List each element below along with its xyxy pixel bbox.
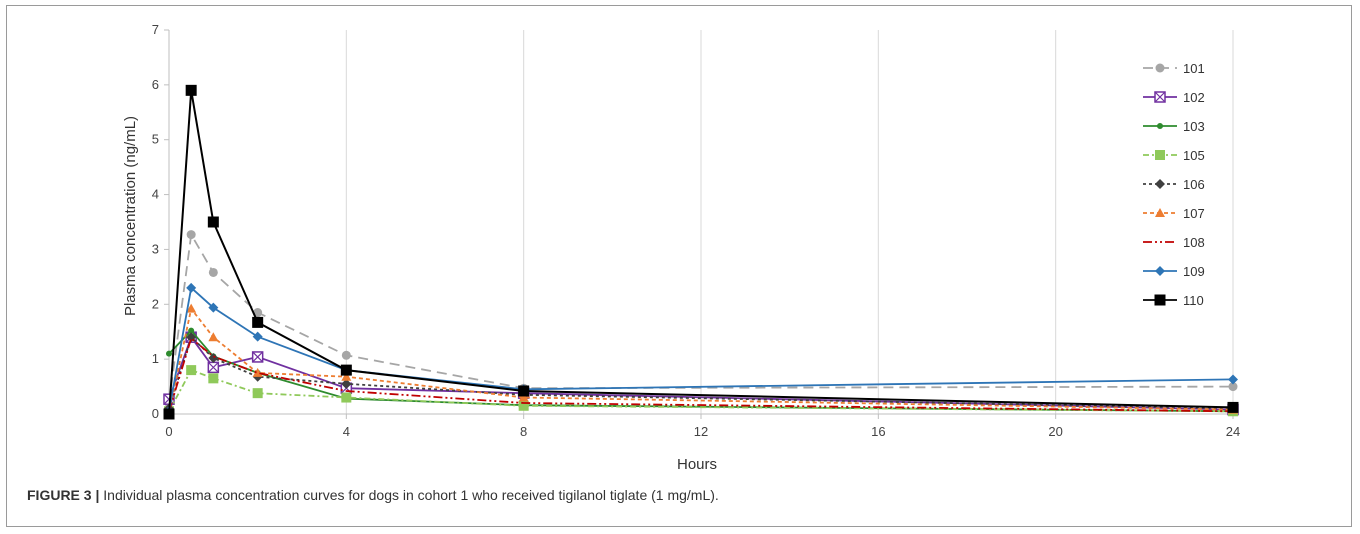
legend-item-103: 103 [1143,119,1205,134]
data-point [207,216,219,228]
y-tick-label: 6 [152,77,159,92]
x-tick-label: 0 [165,424,172,439]
x-tick-label: 20 [1048,424,1062,439]
data-point [186,230,196,240]
x-tick-label: 16 [871,424,885,439]
data-point [1154,294,1166,306]
grid [345,30,1234,414]
data-point-cross [252,351,264,363]
y-tick-label: 2 [152,296,159,311]
y-axis-label: Plasma concentration (ng/mL) [122,116,139,316]
data-point [518,392,529,402]
legend-label: 107 [1183,206,1205,221]
legend-item-107: 107 [1143,206,1205,221]
legend-label: 106 [1183,177,1205,192]
y-tick-label: 1 [152,351,159,366]
x-axis-label: Hours [677,456,717,473]
data-point [1155,63,1165,73]
data-point [252,388,263,399]
series [163,84,1239,420]
x-tick-label: 8 [520,424,527,439]
series-108 [168,336,1234,413]
legend-item-101: 101 [1143,61,1205,76]
figure-caption-text: Individual plasma concentration curves f… [103,487,719,503]
data-point [1228,382,1238,392]
y-tick-label: 3 [152,241,159,256]
figure-caption: FIGURE 3 | Individual plasma concentrati… [27,487,1347,503]
legend-item-105: 105 [1143,148,1205,163]
data-point [186,303,197,313]
data-point [186,282,197,293]
data-point [207,361,220,374]
data-point [252,367,263,377]
x-tick-label: 4 [343,424,350,439]
data-point [1154,91,1166,103]
legend-item-102: 102 [1143,90,1205,105]
data-point [166,350,172,357]
data-point [1227,401,1239,413]
data-point [185,84,197,96]
legend-label: 110 [1183,293,1204,308]
data-point-cross [207,361,219,373]
series-line-108 [168,336,1234,413]
data-point [188,327,195,334]
data-point [251,351,264,363]
data-point [1155,150,1165,160]
data-point [252,331,263,342]
y-tick-label: 5 [152,132,159,147]
data-point [163,408,175,420]
data-point [341,371,352,381]
legend-label: 101 [1183,61,1205,76]
data-point [341,378,352,389]
legend: 101 102 103 105 106 107 108 109 110 [1143,61,1205,308]
legend-item-110: 110 [1143,293,1204,308]
data-point [208,267,218,277]
data-point [518,400,529,411]
data-point-cross [1154,91,1166,103]
data-point [252,316,264,328]
data-point [341,350,351,360]
y-tick-label: 4 [152,187,159,202]
y-tick-label: 0 [152,406,159,421]
data-point [340,364,352,376]
data-point [341,392,352,403]
x-tick-label: 12 [694,424,708,439]
data-point [186,365,197,376]
data-point [518,385,530,397]
legend-label: 108 [1183,235,1205,250]
series-110 [163,84,1239,420]
figure-caption-label: FIGURE 3 | [27,487,100,503]
legend-item-108: 108 [1143,235,1205,250]
data-point [208,373,219,384]
legend-label: 105 [1183,148,1205,163]
data-point [1155,208,1165,217]
legend-item-109: 109 [1143,264,1205,279]
legend-label: 109 [1183,264,1205,279]
y-tick-label: 7 [152,22,159,37]
figure-frame: 0 4 8 12 16 20 24 0 1 2 3 4 5 6 7 101 102 103 105 106 107 10… [6,5,1352,527]
data-point [208,302,219,313]
legend-item-106: 106 [1143,177,1205,192]
data-point [1155,266,1165,276]
data-point [208,332,219,342]
data-point [1157,123,1163,129]
legend-label: 102 [1183,90,1205,105]
data-point [1155,179,1165,189]
data-point [208,353,219,364]
legend-label: 103 [1183,119,1205,134]
x-tick-label: 24 [1226,424,1240,439]
data-point [1228,374,1238,385]
